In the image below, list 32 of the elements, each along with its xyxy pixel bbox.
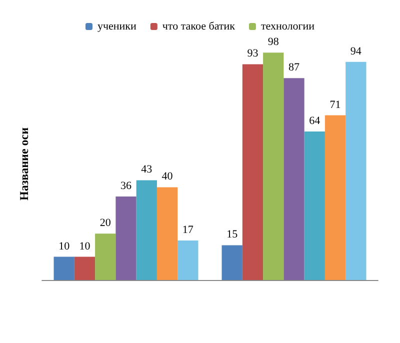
- data-label: 15: [226, 228, 238, 241]
- bar: [346, 62, 366, 280]
- data-label: 10: [79, 240, 91, 252]
- bar: [222, 245, 242, 280]
- data-label: 40: [162, 170, 174, 183]
- data-label: 94: [350, 45, 362, 58]
- data-label: 20: [100, 217, 112, 230]
- data-label: 87: [288, 62, 300, 74]
- legend-label: ученики: [97, 20, 137, 32]
- bar: [178, 240, 198, 280]
- bar: [263, 52, 284, 280]
- data-label: 36: [120, 180, 132, 192]
- bar: [95, 234, 116, 280]
- bar: [324, 115, 346, 280]
- bar: [54, 256, 74, 280]
- bar: [242, 64, 264, 280]
- bar: [116, 196, 136, 280]
- y-axis-title: Название оси: [17, 127, 31, 201]
- data-label: 71: [330, 98, 341, 111]
- data-label: 17: [182, 224, 194, 236]
- data-label: 93: [247, 48, 259, 60]
- legend-label: что такое батик: [162, 20, 236, 32]
- bar: [136, 180, 157, 280]
- data-label: 64: [309, 115, 321, 128]
- data-label: 43: [141, 164, 153, 176]
- data-label: 10: [58, 240, 70, 252]
- data-label: 98: [268, 36, 280, 48]
- legend-label: технологии: [260, 20, 315, 32]
- bar: [156, 187, 178, 280]
- bar: [304, 132, 325, 280]
- bar: [284, 78, 304, 280]
- bar: [74, 256, 96, 280]
